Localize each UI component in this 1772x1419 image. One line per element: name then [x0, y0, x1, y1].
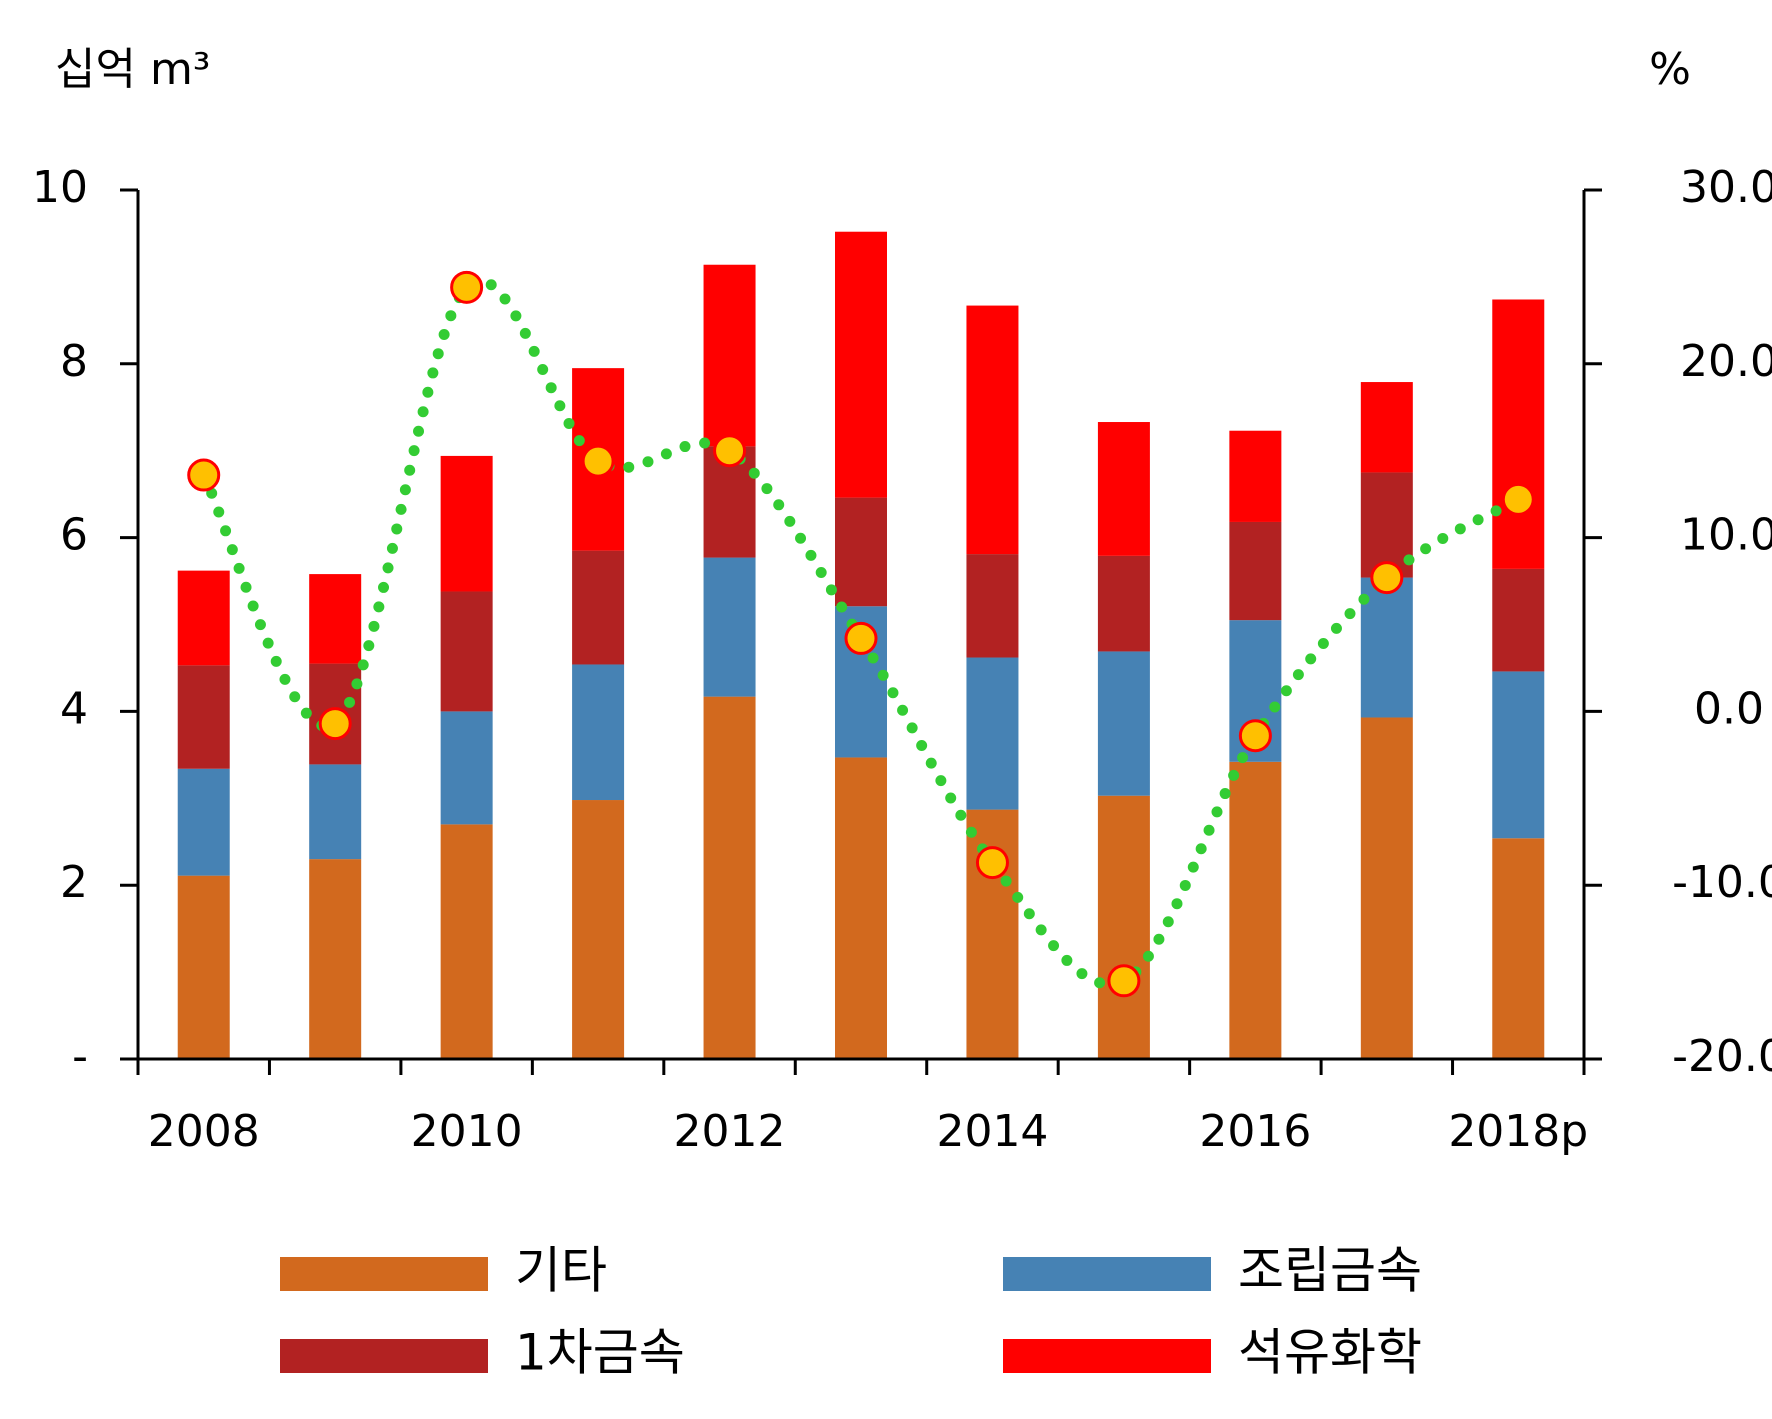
- line-marker: [318, 707, 352, 741]
- legend-swatch: [1003, 1339, 1211, 1373]
- y-tick-label: 2: [60, 857, 88, 908]
- bar-segment: [1360, 577, 1413, 718]
- bar-segment: [440, 455, 493, 592]
- bar-segment: [1229, 761, 1282, 1059]
- y2-axis-label: %: [1649, 44, 1691, 95]
- x-tick-label: 2014: [936, 1106, 1048, 1157]
- bar-segment: [966, 554, 1019, 658]
- line-marker: [1238, 719, 1272, 753]
- y2-tick-label: 20.0: [1680, 336, 1772, 387]
- legend-swatch: [1003, 1257, 1211, 1291]
- bar-segment: [703, 264, 756, 447]
- bar-segment: [572, 550, 625, 665]
- legend-label: 1차금속: [515, 1324, 685, 1382]
- bar-segment: [1097, 651, 1150, 796]
- legend-label: 석유화학: [1238, 1324, 1422, 1382]
- line-marker: [844, 621, 878, 655]
- bar-segment: [309, 574, 362, 664]
- bar-segment: [440, 824, 493, 1059]
- bar-segment: [966, 657, 1019, 810]
- bar-segment: [1360, 382, 1413, 473]
- bar-segment: [572, 664, 625, 801]
- bar-segment: [1097, 422, 1150, 556]
- bar-segment: [1229, 521, 1282, 621]
- y2-tick-label: -20.0: [1672, 1031, 1772, 1082]
- legend-swatch: [280, 1257, 488, 1291]
- bar-segment: [835, 497, 887, 607]
- bar-segment: [835, 757, 887, 1059]
- line-marker: [713, 434, 747, 468]
- legend-label: 기타: [515, 1242, 607, 1300]
- line-marker: [1370, 561, 1404, 595]
- y-tick-label: 10: [32, 162, 88, 213]
- x-tick-label: 2012: [674, 1106, 786, 1157]
- bar-segment: [1229, 430, 1282, 522]
- bar-segment: [1492, 838, 1545, 1059]
- x-tick-label: 2008: [148, 1106, 260, 1157]
- y-tick-label: 4: [60, 683, 88, 734]
- bar-segment: [1492, 568, 1545, 672]
- bar-segment: [177, 875, 230, 1059]
- line-marker: [450, 270, 484, 304]
- bar-segment: [1492, 671, 1545, 839]
- line-marker: [581, 444, 615, 478]
- bar-segment: [1097, 795, 1150, 1059]
- bar-segment: [703, 696, 756, 1059]
- bar-segment: [1097, 555, 1150, 652]
- line-marker: [1107, 964, 1141, 998]
- bar-segment: [1492, 299, 1545, 569]
- line-marker: [187, 458, 221, 492]
- legend-swatch: [280, 1339, 488, 1373]
- bar-segment: [309, 764, 362, 860]
- x-tick-label: 2018p: [1448, 1106, 1588, 1157]
- y-axis-label: 십억 m³: [55, 44, 210, 95]
- bar-segment: [177, 768, 230, 876]
- y2-tick-label: 30.0: [1680, 162, 1772, 213]
- bar-segment: [703, 557, 756, 697]
- y-tick-label: -: [72, 1031, 88, 1082]
- bar-segment: [309, 859, 362, 1059]
- y-tick-label: 8: [60, 336, 88, 387]
- bar-segment: [177, 570, 230, 666]
- y2-tick-label: 0.0: [1694, 683, 1764, 734]
- y2-tick-label: -10.0: [1672, 857, 1772, 908]
- line-marker: [1501, 482, 1535, 516]
- x-tick-label: 2010: [411, 1106, 523, 1157]
- bar-segment: [572, 800, 625, 1059]
- bar-segment: [1360, 717, 1413, 1059]
- bar-segment: [835, 231, 887, 498]
- line-marker: [975, 846, 1009, 880]
- bar-segment: [966, 305, 1019, 555]
- y2-tick-label: 10.0: [1680, 510, 1772, 561]
- y-tick-label: 6: [60, 510, 88, 561]
- bar-segment: [177, 665, 230, 769]
- bar-segment: [440, 591, 493, 712]
- legend-label: 조립금속: [1238, 1242, 1422, 1300]
- bar-segment: [440, 711, 493, 825]
- x-tick-label: 2016: [1199, 1106, 1311, 1157]
